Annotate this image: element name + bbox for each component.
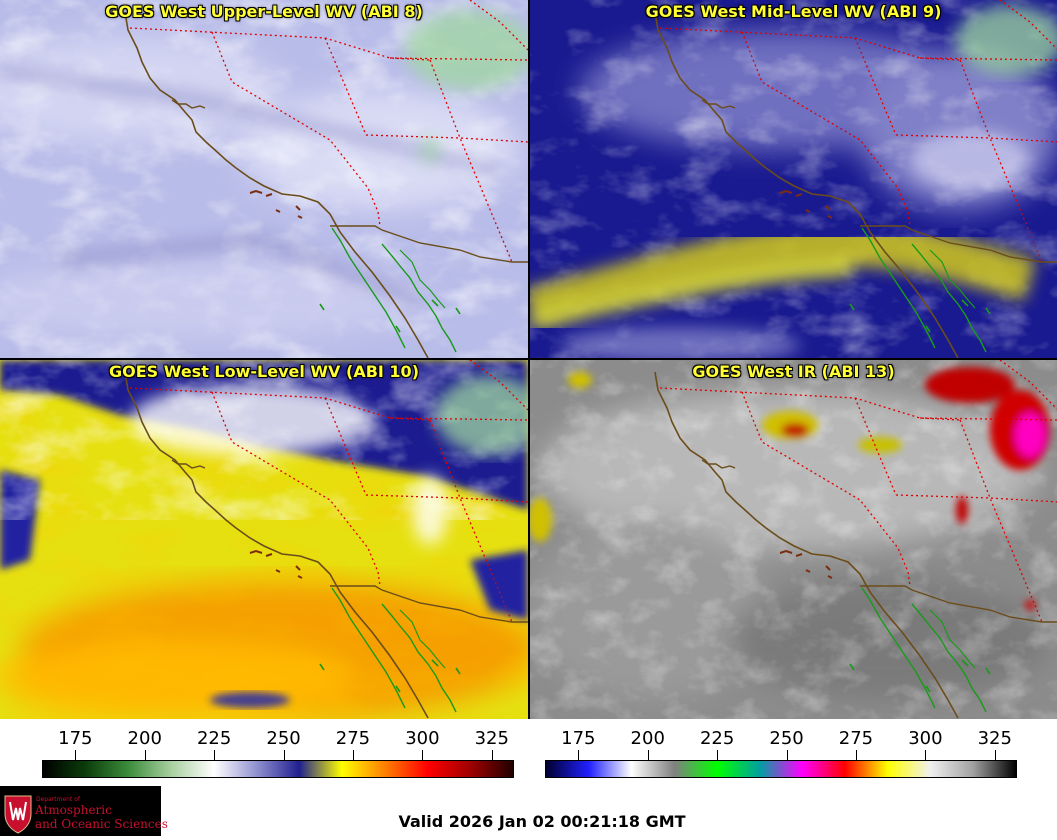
- horizontal-divider: [0, 358, 1057, 360]
- ir-tick-mark: [717, 750, 719, 760]
- wv-tick-mark: [352, 750, 354, 760]
- wv-tick-mark: [214, 750, 216, 760]
- logo-line-3: and Oceanic Sciences: [35, 817, 168, 831]
- ir-tick-label: 325: [977, 728, 1012, 749]
- wv-tick-label: 250: [266, 728, 301, 749]
- mid-level-wv-title: GOES West Mid-Level WV (ABI 9): [645, 2, 942, 21]
- low-level-wv-panel: GOES West Low-Level WV (ABI 10): [0, 360, 528, 719]
- upper-level-wv-title: GOES West Upper-Level WV (ABI 8): [105, 2, 423, 21]
- ir-tick-mark: [994, 750, 996, 760]
- wv-tick-mark: [283, 750, 285, 760]
- wv-tick-label: 200: [127, 728, 162, 749]
- upper-level-wv-image: [0, 0, 528, 358]
- ir-tick-labels: 175 200 225 250 275 300 325: [545, 728, 1017, 750]
- ir-tick-label: 250: [769, 728, 804, 749]
- ir-tick-label: 175: [561, 728, 596, 749]
- wv-tick-mark: [491, 750, 493, 760]
- ir-tick-label: 200: [630, 728, 665, 749]
- ir-title: GOES West IR (ABI 13): [692, 362, 895, 381]
- ir-tick-mark: [578, 750, 580, 760]
- upper-level-wv-panel: GOES West Upper-Level WV (ABI 8): [0, 0, 528, 358]
- wv-tick-mark: [422, 750, 424, 760]
- ir-tick-mark: [786, 750, 788, 760]
- valid-timestamp: Valid 2026 Jan 02 00:21:18 GMT: [398, 812, 686, 831]
- ir-tick-mark: [647, 750, 649, 760]
- logo-line-1: Department of: [36, 796, 80, 803]
- low-level-wv-title: GOES West Low-Level WV (ABI 10): [108, 362, 419, 381]
- wv-tick-labels: 175 200 225 250 275 300 325: [42, 728, 514, 750]
- wv-tick-label: 325: [474, 728, 509, 749]
- ir-tick-label: 300: [908, 728, 943, 749]
- logo-line-2: Atmospheric: [35, 803, 112, 817]
- low-level-wv-image: [0, 360, 528, 719]
- wv-tick-label: 275: [335, 728, 371, 749]
- uw-crest-icon: [4, 795, 32, 834]
- ir-tick-mark: [855, 750, 857, 760]
- ir-color-bar: [545, 760, 1017, 778]
- wv-color-bar: [42, 760, 514, 778]
- ir-tick-label: 225: [699, 728, 735, 749]
- ir-image: [530, 360, 1057, 719]
- wv-tick-label: 175: [58, 728, 93, 749]
- ir-color-scale: 175 200 225 250 275 300 325: [545, 722, 1017, 780]
- wv-tick-mark: [75, 750, 77, 760]
- ir-tick-mark: [925, 750, 927, 760]
- wv-color-scale: 175 200 225 250 275 300 325: [42, 722, 514, 780]
- wv-tick-label: 225: [196, 728, 232, 749]
- wv-tick-label: 300: [405, 728, 440, 749]
- ir-tick-label: 275: [838, 728, 874, 749]
- aos-logo: Department of Atmospheric and Oceanic Sc…: [0, 786, 168, 836]
- ir-panel: GOES West IR (ABI 13): [530, 360, 1057, 719]
- mid-level-wv-panel: GOES West Mid-Level WV (ABI 9): [530, 0, 1057, 358]
- wv-tick-mark: [144, 750, 146, 760]
- mid-level-wv-image: [530, 0, 1057, 358]
